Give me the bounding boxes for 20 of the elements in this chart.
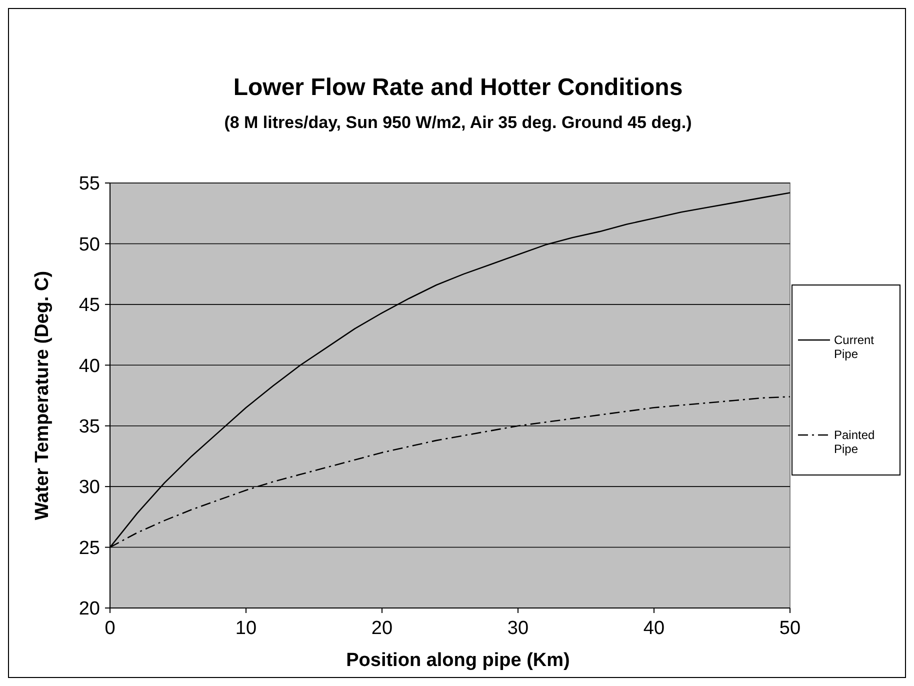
y-tick-label: 40 xyxy=(78,356,100,377)
chart-subtitle: (8 M litres/day, Sun 950 W/m2, Air 35 deg. Ground 45 deg.) xyxy=(224,113,692,132)
x-tick-label: 0 xyxy=(104,618,116,639)
y-tick-label: 20 xyxy=(78,598,100,620)
y-tick-label: 45 xyxy=(78,295,100,316)
legend-label: Current Pipe xyxy=(834,333,875,361)
x-tick-label: 30 xyxy=(507,618,529,639)
x-axis-title: Position along pipe (Km) xyxy=(346,650,570,671)
y-tick-label: 35 xyxy=(78,416,100,438)
legend-label: Painted Pipe xyxy=(834,428,875,456)
x-tick-label: 40 xyxy=(643,618,665,639)
x-tick-label: 50 xyxy=(779,618,801,639)
y-axis-title: Water Temperature (Deg. C) xyxy=(32,270,53,520)
y-tick-label: 30 xyxy=(78,477,100,498)
chart-title: Lower Flow Rate and Hotter Conditions xyxy=(233,74,683,101)
y-tick-label: 55 xyxy=(78,174,100,195)
y-tick-label: 25 xyxy=(78,538,100,559)
x-tick-label: 20 xyxy=(371,618,393,639)
x-tick-label: 10 xyxy=(235,618,257,639)
y-tick-label: 50 xyxy=(78,234,100,256)
